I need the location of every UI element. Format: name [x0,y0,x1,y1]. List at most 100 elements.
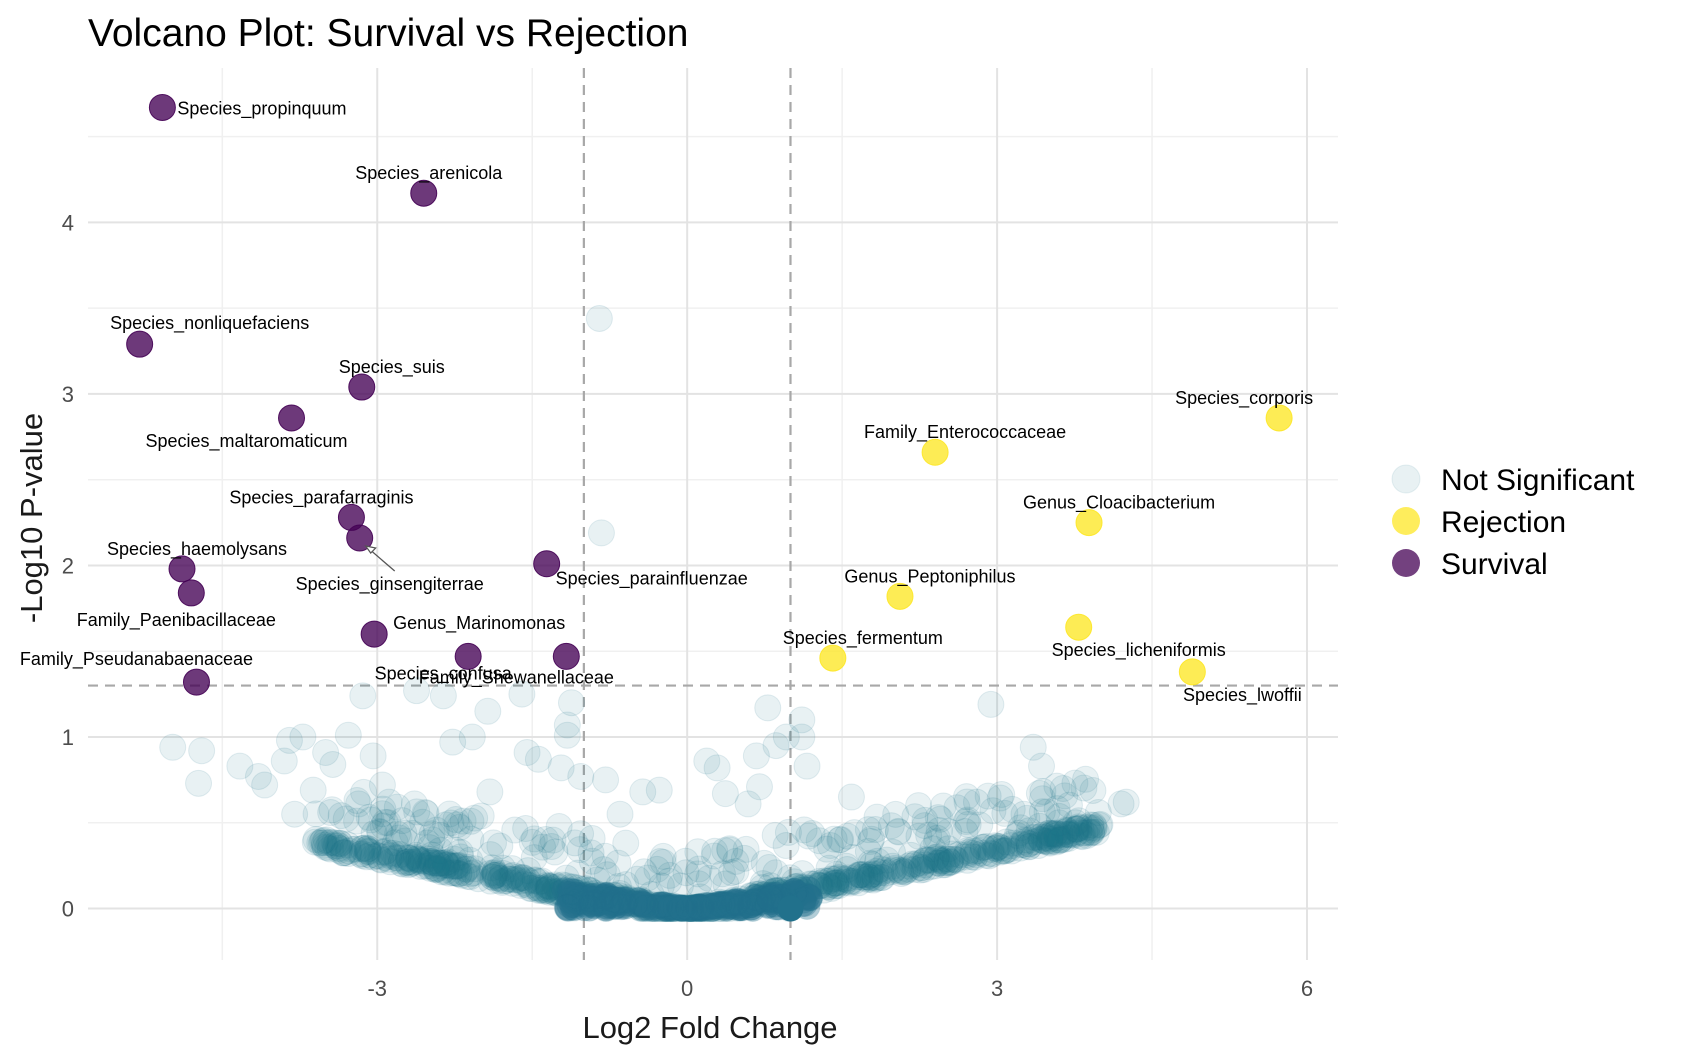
data-point-not-significant [754,694,782,722]
data-point-not-significant [742,742,770,770]
data-point-not-significant [540,878,568,906]
data-point-not-significant [1007,814,1035,842]
data-point-not-significant [856,861,884,889]
data-point-not-significant [323,830,351,858]
data-point-not-significant [541,877,569,905]
data-point-not-significant [368,800,396,828]
data-point-not-significant [1021,828,1049,856]
data-point-not-significant [1045,809,1073,837]
data-point-not-significant [742,883,770,911]
data-point-not-significant [744,884,772,912]
data-point-not-significant [580,882,608,910]
data-point-not-significant [1080,811,1108,839]
data-point-not-significant [506,871,534,899]
data-point-not-significant [959,836,987,864]
data-point-not-significant [1028,798,1056,826]
data-point-not-significant [441,836,469,864]
data-point-not-significant [796,870,824,898]
data-point-not-significant [974,782,1002,810]
data-point-not-significant [541,879,569,907]
data-point-not-significant [837,783,865,811]
data-point-not-significant [551,877,579,905]
data-point-not-significant [433,851,461,879]
data-point-not-significant [759,882,787,910]
data-point-not-significant [744,883,772,911]
data-point-not-significant [1043,795,1071,823]
data-point-not-significant [575,884,603,912]
data-point-not-significant [653,893,681,921]
data-point-not-significant [722,857,750,885]
data-point-not-significant [422,816,450,844]
data-point-not-significant [741,880,769,908]
data-point-not-significant [649,891,677,919]
data-point-not-significant [479,863,507,891]
data-point-not-significant [394,843,422,871]
data-point-not-significant [807,869,835,897]
data-point-not-significant [629,887,657,915]
data-point-not-significant [513,738,541,766]
data-point-not-significant [902,850,930,878]
data-point-not-significant [666,894,694,922]
data-point-not-significant [790,816,818,844]
data-point-not-significant [159,733,187,761]
data-point-not-significant [310,831,338,859]
point-label: Genus_Peptoniphilus [844,566,1015,587]
point-label: Genus_Cloacibacterium [1023,493,1215,514]
data-point-not-significant [342,835,370,863]
data-point-not-significant [476,778,504,806]
data-point-not-significant [907,849,935,877]
data-point-not-significant [510,868,538,896]
data-point-not-significant [415,852,443,880]
data-point-not-significant [571,882,599,910]
data-point-not-significant [686,883,714,911]
data-point-not-significant [977,839,1005,867]
data-point-not-significant [1065,807,1093,835]
data-point-not-significant [415,847,443,875]
data-point-not-significant [995,835,1023,863]
data-point-not-significant [338,835,366,863]
data-point-not-significant [604,888,632,916]
data-point-not-significant [840,868,868,896]
data-point-not-significant [1080,813,1108,841]
data-point-not-significant [1061,821,1089,849]
data-point-not-significant [737,893,765,921]
data-point-not-significant [612,886,640,914]
data-point-not-significant [478,863,506,891]
data-point-not-significant [419,849,447,877]
data-point-not-significant [573,891,601,919]
data-point-not-significant [1073,821,1101,849]
data-point-not-significant [668,895,696,923]
data-point-not-significant [435,859,463,887]
data-point-not-significant [574,883,602,911]
data-point-not-significant [414,845,442,873]
data-point-not-significant [685,855,713,883]
data-point-not-significant [929,792,957,820]
data-point-not-significant [649,842,677,870]
data-point-not-significant [569,888,597,916]
data-point-not-significant [403,677,431,705]
data-point-not-significant [349,682,377,710]
data-point-not-significant [606,884,634,912]
data-point-not-significant [641,891,669,919]
data-point-not-significant [374,809,402,837]
data-point-not-significant [905,822,933,850]
data-point-survival [346,524,374,552]
data-point-not-significant [544,872,572,900]
data-point-not-significant [725,894,753,922]
data-point-not-significant [582,890,610,918]
data-point-not-significant [454,853,482,881]
data-point-not-significant [541,871,569,899]
data-point-not-significant [793,752,821,780]
data-point-not-significant [355,803,383,831]
data-point-not-significant [623,887,651,915]
data-point-not-significant [911,806,939,834]
data-point-not-significant [555,878,583,906]
data-point-not-significant [818,874,846,902]
data-point-not-significant [674,893,702,921]
data-point-not-significant [461,804,489,832]
data-point-not-significant [683,894,711,922]
data-point-not-significant [354,838,382,866]
data-point-not-significant [698,895,726,923]
data-point-not-significant [504,863,532,891]
